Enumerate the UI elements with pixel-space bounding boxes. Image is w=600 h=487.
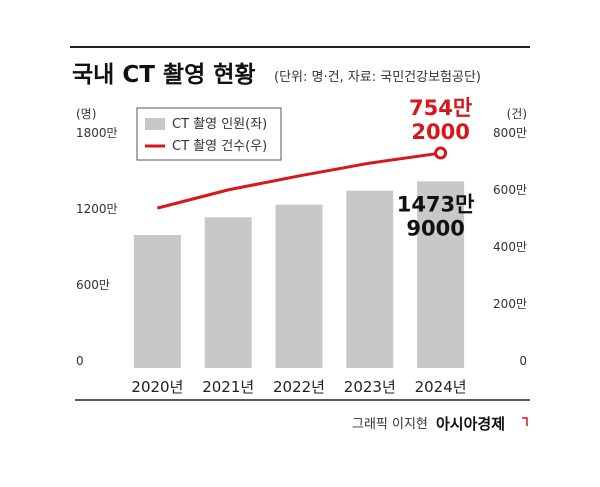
legend-label: CT 촬영 건수(우) bbox=[172, 139, 267, 154]
y-tick-label: 1800만 bbox=[76, 126, 118, 140]
value-label-line: 1473만 bbox=[397, 192, 475, 216]
value-label: 754만 2000 bbox=[409, 96, 472, 144]
chart-title: 국내 CT 촬영 현황 bbox=[72, 62, 256, 88]
x-tick-label: 2021년 bbox=[202, 378, 254, 396]
y-tick-label: 0 bbox=[76, 354, 84, 368]
credit: 그래픽 이지현 bbox=[352, 417, 428, 432]
x-tick-label: 2020년 bbox=[131, 378, 183, 396]
value-label: 1473만 9000 bbox=[397, 192, 475, 240]
y2-tick-label: 600만 bbox=[493, 183, 527, 197]
y-tick-label: 1200만 bbox=[76, 202, 118, 216]
y-tick-label: 600만 bbox=[76, 278, 110, 292]
value-label-line: 754만 bbox=[409, 96, 472, 120]
source-logo: 아시아경제 bbox=[436, 415, 505, 433]
value-label-line: 9000 bbox=[406, 216, 464, 240]
bar bbox=[204, 217, 252, 368]
line-point bbox=[434, 146, 448, 160]
logo-mark bbox=[522, 417, 528, 426]
chart-subtitle: (단위: 명·건, 자료: 국민건강보험공단) bbox=[274, 70, 481, 85]
y2-tick-label: 800만 bbox=[493, 126, 527, 140]
bar bbox=[275, 204, 323, 368]
x-tick-label: 2023년 bbox=[344, 378, 396, 396]
y2-axis-label: (건) bbox=[507, 107, 527, 121]
y2-tick-label: 0 bbox=[519, 354, 527, 368]
y2-tick-label: 200만 bbox=[493, 297, 527, 311]
line bbox=[157, 151, 441, 210]
y2-tick-label: 400만 bbox=[493, 240, 527, 254]
legend-label: CT 촬영 인원(좌) bbox=[172, 117, 267, 132]
legend-box bbox=[136, 107, 282, 161]
bar bbox=[417, 181, 465, 368]
legend-swatch bbox=[145, 118, 165, 130]
value-label-line: 2000 bbox=[411, 120, 469, 144]
x-tick-label: 2022년 bbox=[273, 378, 325, 396]
y-axis-label: (명) bbox=[76, 107, 96, 121]
bar bbox=[133, 235, 181, 368]
bar bbox=[346, 190, 394, 368]
x-tick-label: 2024년 bbox=[415, 378, 467, 396]
